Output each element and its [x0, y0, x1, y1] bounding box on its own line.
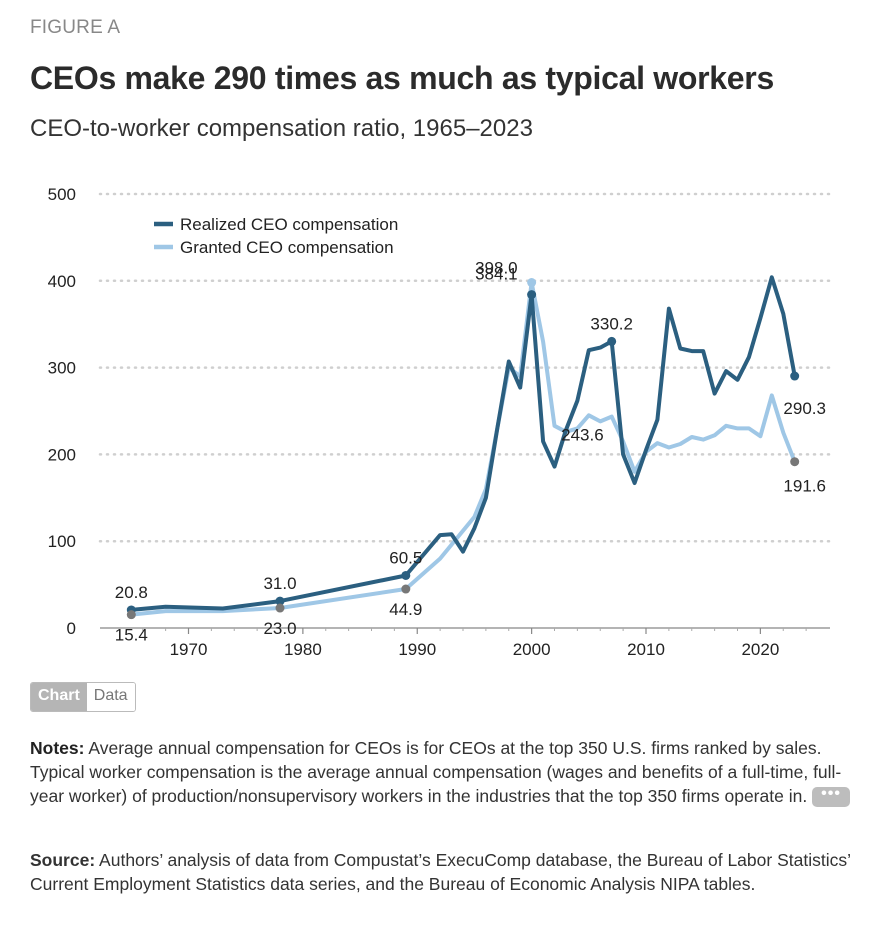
y-tick-label-0: 0	[67, 619, 76, 638]
figure-label: FIGURE A	[30, 17, 121, 38]
source: Source: Authors’ analysis of data from C…	[30, 848, 870, 896]
x-tick-label-2020: 2020	[741, 640, 779, 659]
data-label-realized-2000: 384.1	[475, 265, 518, 284]
x-tick-label-1980: 1980	[284, 640, 322, 659]
data-label-realized-2023: 290.3	[783, 399, 826, 418]
line-layer	[129, 275, 797, 617]
data-label-granted-2023: 191.6	[783, 477, 826, 496]
point-marker-realized-2023	[790, 371, 800, 381]
x-tick-label-1970: 1970	[170, 640, 208, 659]
point-marker-realized-1989	[401, 570, 411, 580]
data-label-granted-1989: 44.9	[389, 600, 422, 619]
notes-text: Average annual compensation for CEOs is …	[30, 738, 842, 806]
data-label-granted-1965: 15.4	[115, 626, 148, 645]
y-tick-label-500: 500	[48, 185, 76, 204]
marker-layer	[126, 278, 800, 620]
chart-subtitle: CEO-to-worker compensation ratio, 1965–2…	[30, 115, 533, 142]
more-button[interactable]: •••	[812, 786, 851, 808]
x-tick-label-2010: 2010	[627, 640, 665, 659]
chart-data-toggle: Chart Data	[30, 682, 136, 712]
data-label-realized-1978: 31.0	[263, 574, 296, 593]
chart-title: CEOs make 290 times as much as typical w…	[30, 60, 774, 96]
chart-legend: Realized CEO compensation Granted CEO com…	[154, 215, 398, 257]
data-label-realized-2007: 330.2	[590, 314, 633, 333]
series-line-granted	[129, 280, 797, 617]
legend-label-granted: Granted CEO compensation	[180, 238, 394, 257]
y-tick-label-300: 300	[48, 359, 76, 378]
notes: Notes: Average annual compensation for C…	[30, 736, 860, 808]
point-marker-realized-2007	[607, 336, 617, 346]
x-tick-label-2000: 2000	[513, 640, 551, 659]
point-marker-granted-2023	[790, 457, 800, 467]
data-label-granted-2000: 398.0	[475, 259, 518, 278]
series-line-realized	[129, 275, 797, 612]
line-chart: 0 100 200 300 400 500 1970 1980 1990 2000 2010 2020…	[48, 185, 832, 659]
chart-tab[interactable]: Chart	[31, 683, 87, 711]
x-tick-label-1990: 1990	[398, 640, 436, 659]
data-label-granted-1978: 23.0	[263, 619, 296, 638]
y-tick-label-400: 400	[48, 272, 76, 291]
point-marker-granted-1978	[275, 603, 285, 613]
data-label-realized-1989: 60.5	[389, 548, 422, 567]
point-marker-realized-2000	[527, 290, 537, 300]
legend-label-realized: Realized CEO compensation	[180, 215, 398, 234]
axis-layer: 0 100 200 300 400 500 1970 1980 1990 2000 2010 2020	[48, 185, 830, 659]
source-text: Authors’ analysis of data from Compustat…	[30, 850, 851, 894]
y-tick-label-200: 200	[48, 445, 76, 464]
point-marker-granted-2000	[527, 278, 537, 288]
data-tab[interactable]: Data	[86, 683, 135, 711]
y-tick-label-100: 100	[48, 532, 76, 551]
point-marker-granted-1965	[126, 610, 136, 620]
source-label: Source:	[30, 850, 96, 870]
data-label-realized-1965: 20.8	[115, 583, 148, 602]
data-label-layer: 20.8 31.0 60.5 384.1 330.2 290.3 15.4 23.0 44.9 3…	[115, 259, 826, 645]
point-marker-granted-1989	[401, 584, 411, 594]
notes-label: Notes:	[30, 738, 85, 758]
point-marker-realized-1978	[275, 596, 285, 606]
data-label-granted-2007: 243.6	[561, 426, 604, 445]
